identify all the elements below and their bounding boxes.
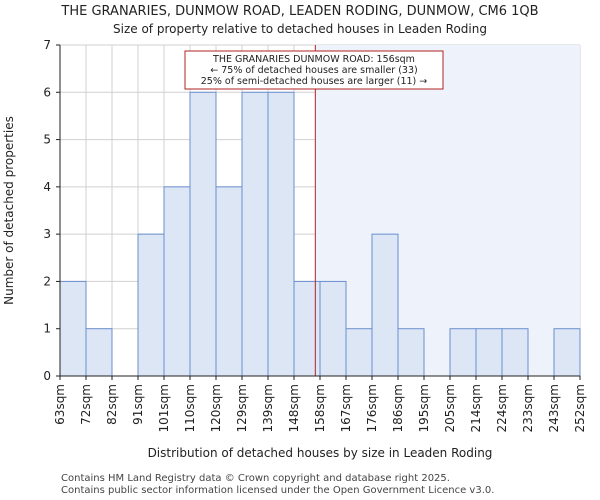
annotation-line-1: THE GRANARIES DUNMOW ROAD: 156sqm xyxy=(212,54,415,65)
bar-186sqm xyxy=(397,328,425,377)
bar-167sqm xyxy=(345,328,373,377)
bar-110sqm xyxy=(189,91,217,377)
y-tick-label-2: 2 xyxy=(43,274,51,288)
y-ticks: 0 1 2 3 4 5 6 7 xyxy=(43,38,60,383)
x-tick-label-139sqm: 139sqm xyxy=(261,384,275,432)
x-tick-label-120sqm: 120sqm xyxy=(209,384,223,432)
bar-72sqm xyxy=(85,328,113,377)
y-tick-label-5: 5 xyxy=(43,133,51,147)
x-tick-label-148sqm: 148sqm xyxy=(287,384,301,432)
bar-101sqm xyxy=(163,186,191,377)
annotation-box: THE GRANARIES DUNMOW ROAD: 156sqm ← 75% … xyxy=(184,50,444,90)
bar-158sqm xyxy=(319,280,347,377)
bars-layer xyxy=(59,91,581,377)
annotation-line-3: 25% of semi-detached houses are larger (… xyxy=(201,76,428,87)
footer-line-2: Contains public sector information licen… xyxy=(61,485,495,496)
y-tick-label-0: 0 xyxy=(43,369,51,383)
x-tick-label-158sqm: 158sqm xyxy=(313,384,327,432)
x-ticks: 63sqm 72sqm 82sqm 91sqm 101sqm 110sqm 120sqm 12… xyxy=(53,376,587,432)
x-tick-label-195sqm: 195sqm xyxy=(417,384,431,432)
bar-120sqm xyxy=(215,186,243,377)
bar-176sqm xyxy=(371,233,399,377)
bar-205sqm xyxy=(449,328,477,377)
y-tick-label-4: 4 xyxy=(43,180,51,194)
x-tick-label-129sqm: 129sqm xyxy=(235,384,249,432)
bar-91sqm xyxy=(137,233,165,377)
bar-148sqm xyxy=(293,280,321,377)
footer-line-1: Contains HM Land Registry data © Crown c… xyxy=(61,473,450,484)
x-tick-label-82sqm: 82sqm xyxy=(105,384,119,425)
x-tick-label-252sqm: 252sqm xyxy=(573,384,587,432)
annotation-line-2: ← 75% of detached houses are smaller (33… xyxy=(210,65,417,76)
highlight-region xyxy=(315,45,580,376)
x-tick-label-205sqm: 205sqm xyxy=(443,384,457,432)
x-tick-label-91sqm: 91sqm xyxy=(131,384,145,425)
x-tick-label-176sqm: 176sqm xyxy=(365,384,379,432)
x-tick-label-167sqm: 167sqm xyxy=(339,384,353,432)
chart-title: THE GRANARIES, DUNMOW ROAD, LEADEN RODIN… xyxy=(61,4,539,19)
annotation-border xyxy=(184,50,444,90)
y-tick-label-7: 7 xyxy=(43,38,51,52)
x-axis-label: Distribution of detached houses by size … xyxy=(148,446,493,460)
y-tick-label-6: 6 xyxy=(43,85,51,99)
x-tick-label-110sqm: 110sqm xyxy=(183,384,197,432)
bar-214sqm xyxy=(475,328,503,377)
x-tick-label-101sqm: 101sqm xyxy=(157,384,171,432)
bar-224sqm xyxy=(501,328,529,377)
x-tick-label-214sqm: 214sqm xyxy=(469,384,483,432)
x-tick-label-243sqm: 243sqm xyxy=(547,384,561,432)
y-axis-label: Number of detached properties xyxy=(2,116,16,305)
bar-139sqm xyxy=(267,91,295,377)
x-tick-label-186sqm: 186sqm xyxy=(391,384,405,432)
x-tick-label-233sqm: 233sqm xyxy=(521,384,535,432)
chart-subtitle: Size of property relative to detached ho… xyxy=(113,22,487,36)
bar-243sqm xyxy=(553,328,581,377)
y-tick-label-3: 3 xyxy=(43,227,51,241)
bar-63sqm xyxy=(59,280,87,377)
x-tick-label-63sqm: 63sqm xyxy=(53,384,67,425)
bar-129sqm xyxy=(241,91,269,377)
x-tick-label-72sqm: 72sqm xyxy=(79,384,93,425)
x-tick-label-224sqm: 224sqm xyxy=(495,384,509,432)
y-tick-label-1: 1 xyxy=(43,322,51,336)
